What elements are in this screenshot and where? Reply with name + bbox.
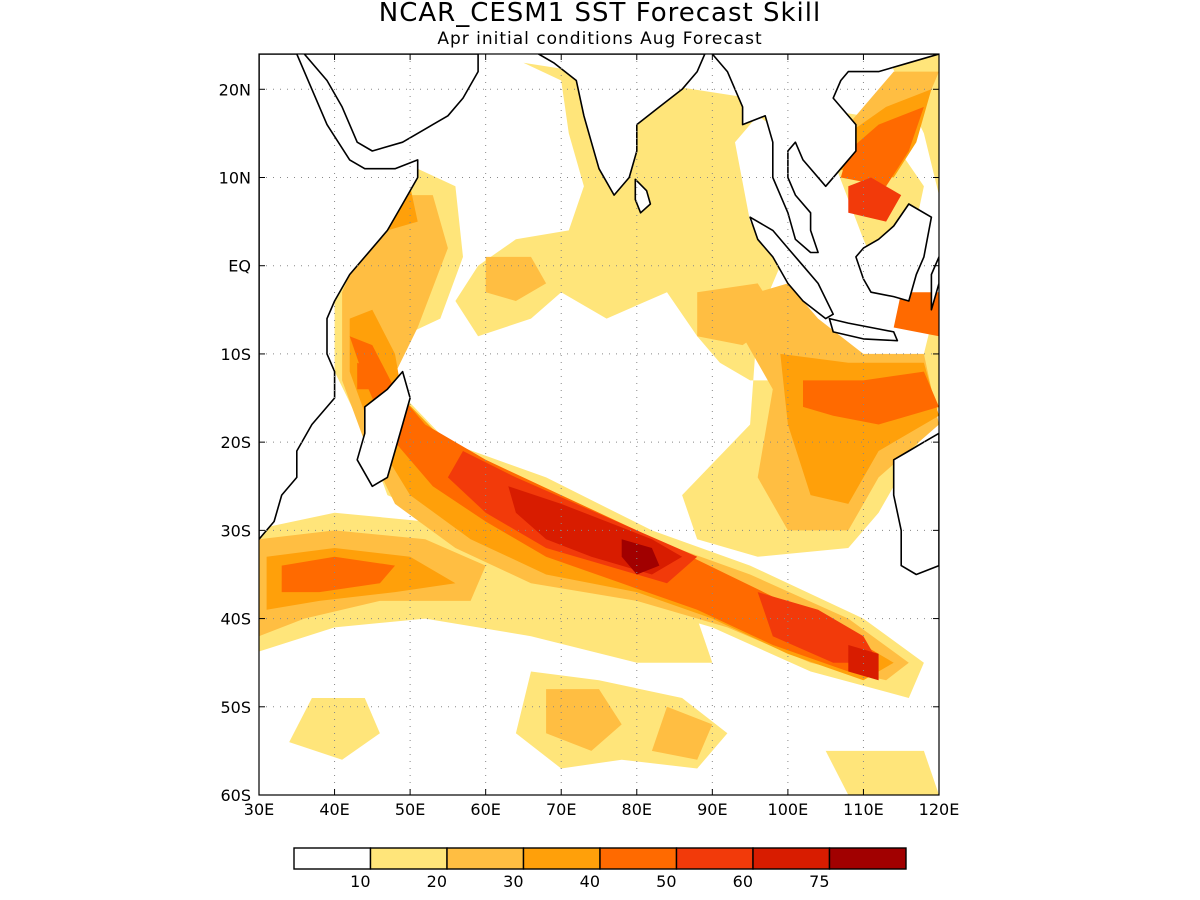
axis-ticks: 30E 40E 50E 60E 70E 80E 90E 100E 110E 120E 20N 10N E…: [219, 54, 960, 819]
colorbar-label: 40: [580, 872, 600, 891]
colorbar-label: 30: [503, 872, 523, 891]
skill-region-level-2: [546, 689, 622, 751]
x-tick-label: 80E: [622, 800, 652, 819]
skill-region-level-4: [281, 556, 395, 593]
y-tick-label: 20N: [219, 80, 251, 99]
colorbar-label: 60: [733, 872, 753, 891]
colorbar-swatch: [446, 847, 525, 870]
colorbar-swatch: [828, 847, 907, 870]
coastlines: [259, 54, 939, 576]
land-australia: [892, 432, 939, 576]
skill-region-level-1: [825, 750, 939, 795]
colorbar: 10 20 30 40 50 60 75: [293, 847, 907, 891]
land-india: [537, 54, 706, 196]
y-tick-label: 60S: [220, 786, 251, 805]
x-tick-label: 60E: [470, 800, 500, 819]
colorbar-label: 50: [656, 872, 676, 891]
x-tick-label: 30E: [244, 800, 274, 819]
skill-region-level-7: [621, 539, 660, 575]
land-sulawesi: [930, 256, 939, 311]
land-sumatra: [749, 216, 835, 320]
y-tick-label: 50S: [220, 698, 251, 717]
skill-region-level-4: [357, 362, 380, 390]
chart-subtitle: Apr initial conditions Aug Forecast: [437, 29, 763, 49]
skill-region-level-2: [485, 256, 547, 301]
land-africa: [259, 54, 419, 541]
skill-region-level-2: [342, 195, 909, 681]
land-madagascar: [356, 370, 411, 488]
y-tick-label: 10N: [219, 169, 251, 188]
skill-region-level-4: [893, 292, 939, 337]
land-borneo: [855, 203, 933, 302]
x-tick-label: 40E: [319, 800, 349, 819]
land-sri-lanka: [634, 178, 652, 214]
y-tick-label: 20S: [220, 433, 251, 452]
x-tick-label: 50E: [395, 800, 425, 819]
x-tick-label: 100E: [768, 800, 809, 819]
skill-region-level-6: [848, 645, 879, 681]
skill-region-level-1: [289, 698, 380, 760]
y-tick-label: 10S: [220, 345, 251, 364]
land-java: [828, 317, 899, 342]
skill-shading: [259, 54, 939, 795]
colorbar-swatch: [599, 847, 678, 870]
x-tick-label: 90E: [697, 800, 727, 819]
colorbar-swatch: [675, 847, 754, 870]
skill-region-level-4: [803, 371, 939, 425]
skill-region-level-4: [840, 106, 924, 187]
x-tick-label: 70E: [546, 800, 576, 819]
land-se-asia: [711, 54, 939, 254]
colorbar-swatch: [293, 847, 372, 870]
colorbar-swatch: [369, 847, 448, 870]
skill-region-level-2: [697, 283, 781, 346]
skill-region-level-5: [848, 177, 902, 222]
colorbar-swatch: [522, 847, 601, 870]
colorbar-label: 10: [350, 872, 370, 891]
y-tick-label: EQ: [228, 257, 251, 276]
x-tick-label: 110E: [843, 800, 884, 819]
colorbar-label: 75: [809, 872, 829, 891]
chart-title: NCAR_CESM1 SST Forecast Skill: [378, 0, 822, 28]
skill-region-level-4: [349, 336, 879, 672]
y-tick-label: 30S: [220, 521, 251, 540]
colorbar-label: 20: [427, 872, 447, 891]
skill-region-level-2: [651, 706, 713, 760]
y-tick-label: 40S: [220, 610, 251, 629]
colorbar-swatch: [752, 847, 831, 870]
x-tick-label: 120E: [919, 800, 960, 819]
plot-frame: [258, 53, 940, 796]
land-arabia: [303, 54, 479, 152]
